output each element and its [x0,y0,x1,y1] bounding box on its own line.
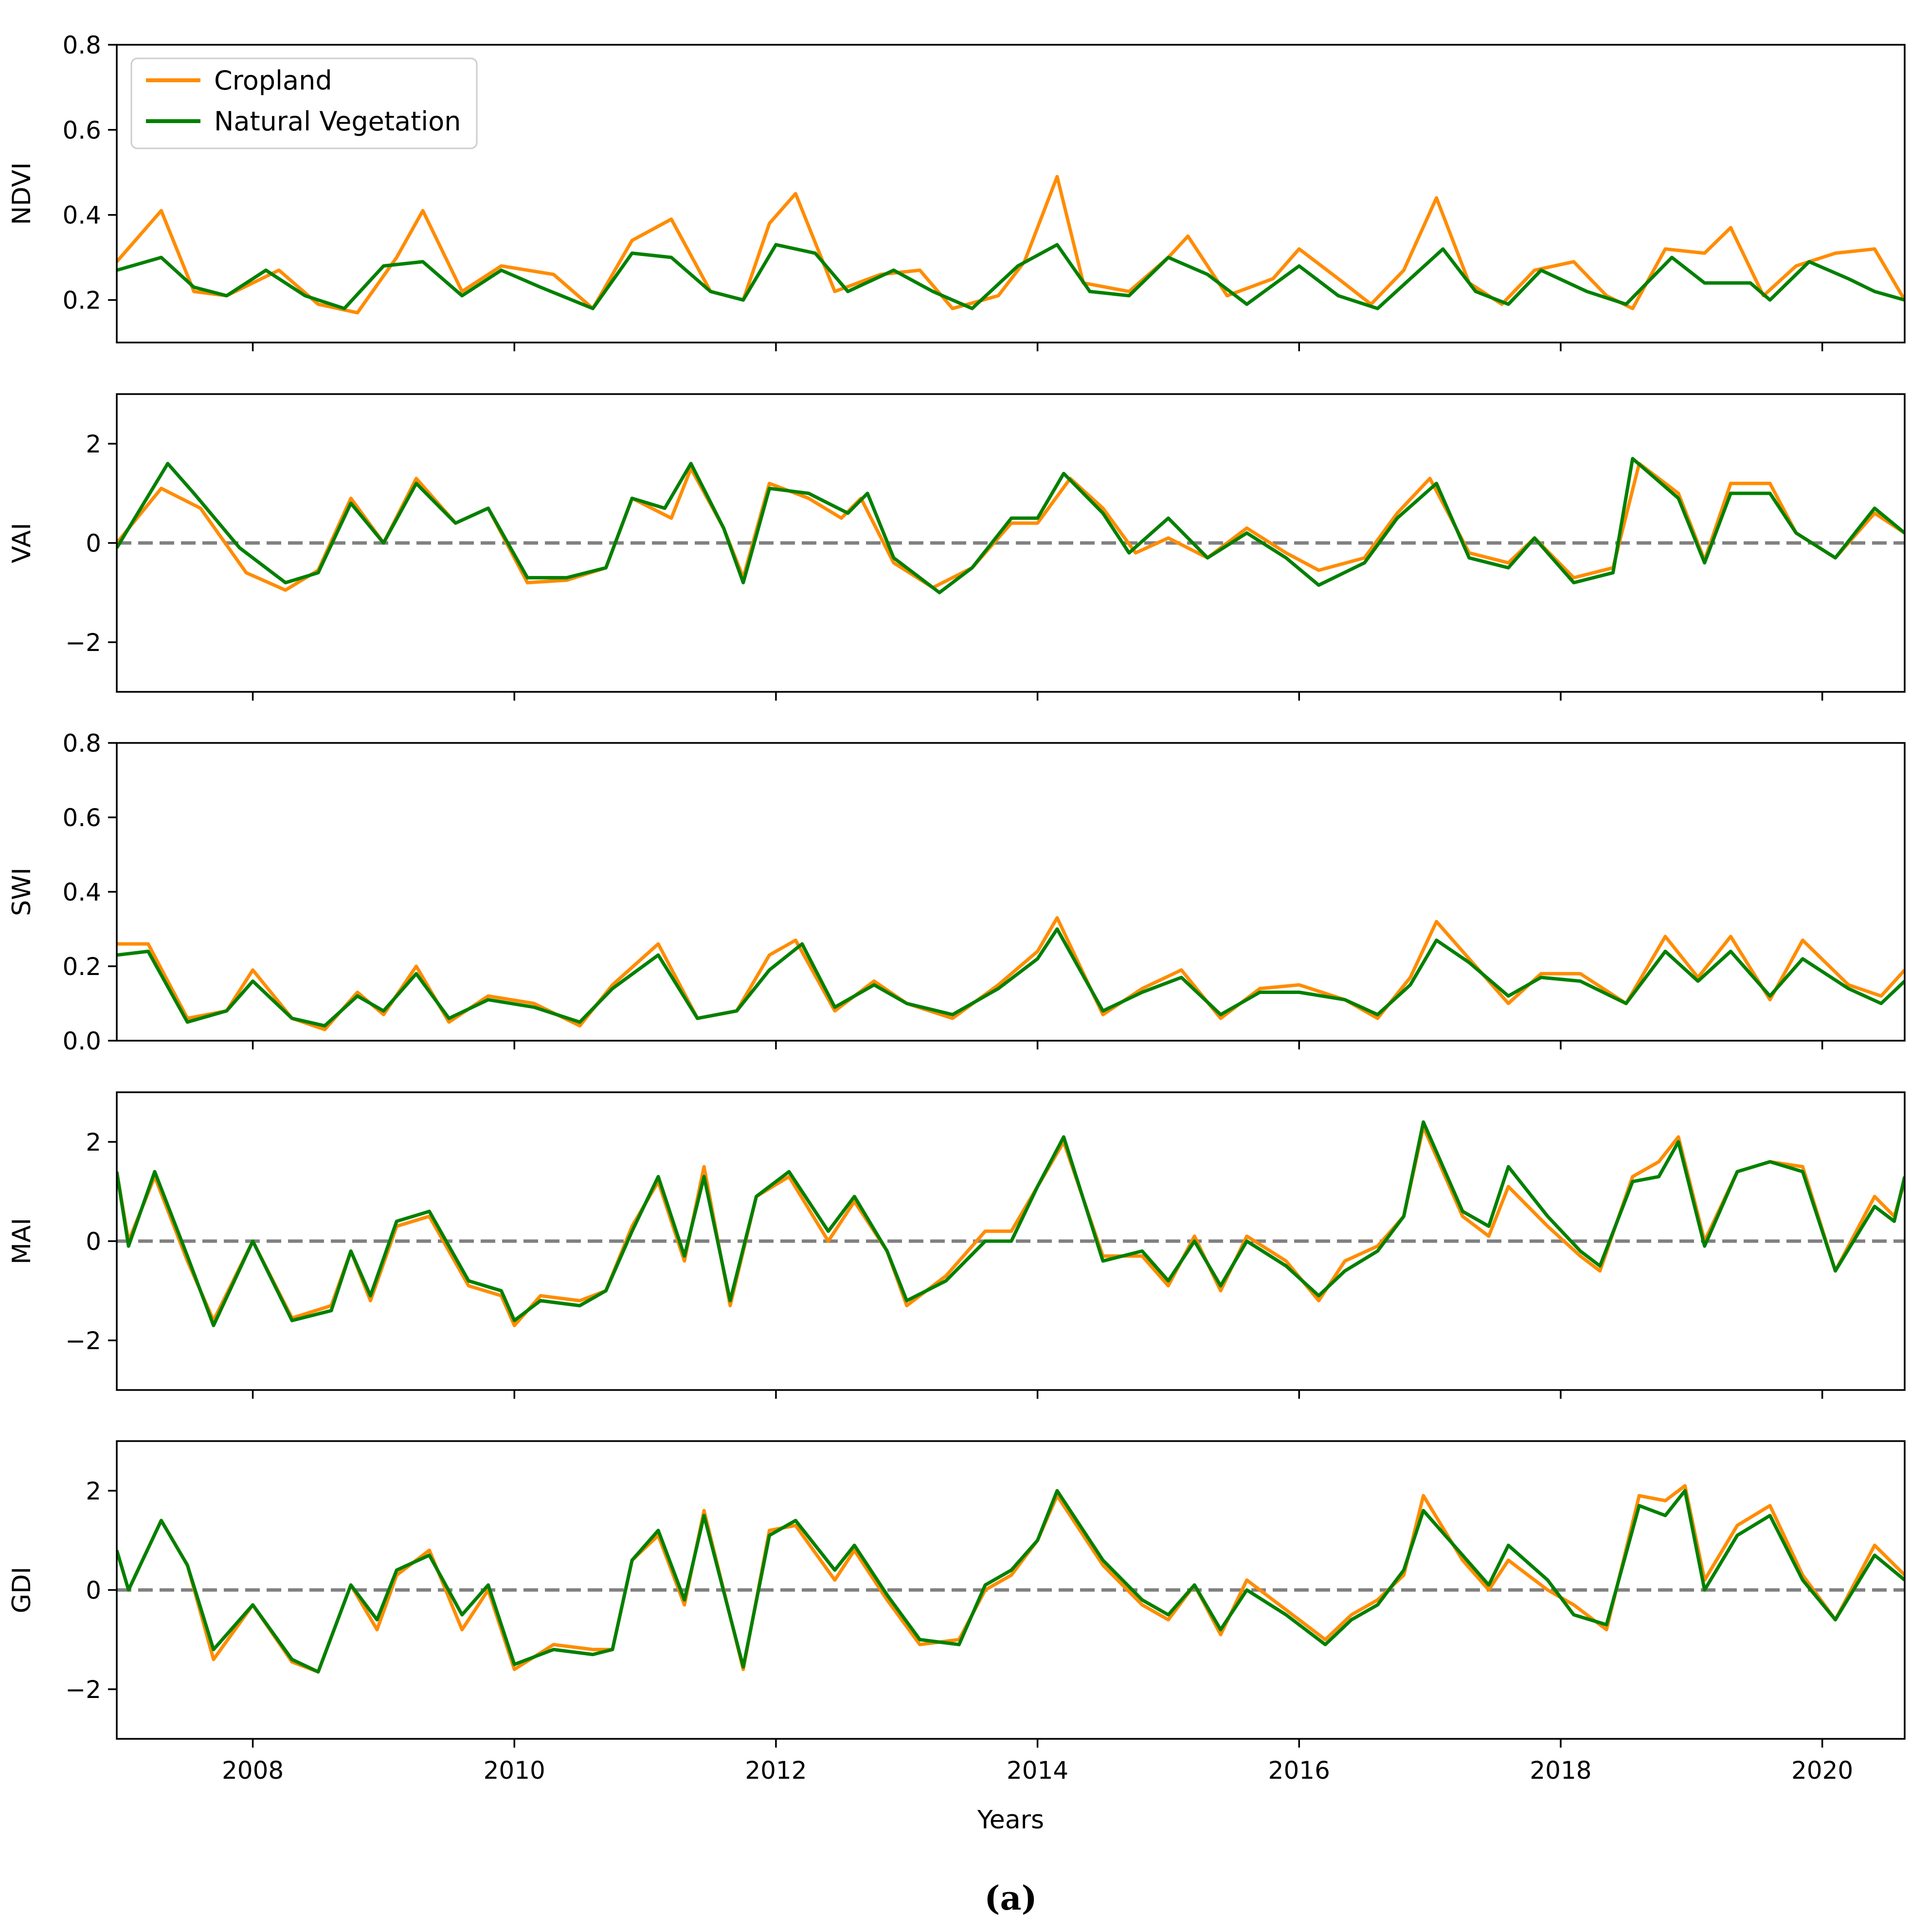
x-tick-label: 2012 [745,1756,807,1785]
legend-box [130,57,478,149]
series-line-natural-vegetation [117,457,1905,595]
y-axis-title: VAI [7,523,36,563]
series-line-natural-vegetation [117,1489,1905,1674]
y-tick-label: 0.8 [62,31,101,59]
panel-ndvi: 0.2 0.4 0.6 0.8 NDVI Cropland Natural Vegetati… [7,31,1906,351]
x-tick-label: 2020 [1791,1756,1853,1785]
x-tick-label: 2008 [222,1756,284,1785]
series-line-natural-vegetation [117,927,1905,1028]
panel-swi: 0.0 0.2 0.4 0.6 0.8 SWI [7,729,1906,1055]
figure-caption: (a) [984,1879,1037,1918]
x-tick-label: 2014 [1007,1756,1068,1785]
y-tick-label: 2 [86,430,101,458]
panel-mai: −2 0 2 MAI [7,1091,1906,1399]
y-axis-title: SWI [7,867,36,916]
y-tick-label: 0.6 [62,804,101,832]
y-tick-label: 2 [86,1128,101,1156]
y-tick-label: 0.6 [62,116,101,144]
series-line-natural-vegetation [117,243,1905,310]
y-tick-label: 0.2 [62,287,101,315]
legend: Cropland Natural Vegetation [130,57,478,149]
panel-gdi: −2 0 2 2008 2010 2012 2014 2016 2018 2020 GDI [7,1440,1906,1785]
x-axis-title: Years [977,1806,1044,1835]
panel-vai: −2 0 2 VAI [7,393,1906,701]
y-tick-label: 2 [86,1477,101,1505]
legend-label-natural-vegetation: Natural Vegetation [214,106,461,137]
y-tick-label: 0 [86,1576,101,1605]
legend-label-cropland: Cropland [214,65,332,96]
x-tick-label: 2016 [1268,1756,1330,1785]
y-tick-label: 0 [86,529,101,558]
y-tick-label: 0.2 [62,953,101,981]
y-axis-title: GDI [7,1567,36,1613]
series-line-cropland [117,1484,1905,1674]
panel-frame [116,44,1906,343]
y-tick-label: 0.0 [62,1027,101,1055]
y-tick-label: −2 [65,629,101,657]
y-tick-label: −2 [65,1676,101,1704]
x-tick-label: 2018 [1530,1756,1591,1785]
y-tick-label: 0.8 [62,729,101,758]
y-axis-title: NDVI [7,163,36,225]
x-tick-label: 2010 [484,1756,545,1785]
panels: 0.2 0.4 0.6 0.8 NDVI Cropland Natural Vegetati… [7,31,1906,1785]
y-tick-label: −2 [65,1327,101,1355]
y-tick-label: 0 [86,1228,101,1256]
y-axis-title: MAI [7,1218,36,1264]
series-line-natural-vegetation [117,1120,1905,1327]
y-tick-label: 0.4 [62,878,101,906]
y-tick-label: 0.4 [62,201,101,230]
